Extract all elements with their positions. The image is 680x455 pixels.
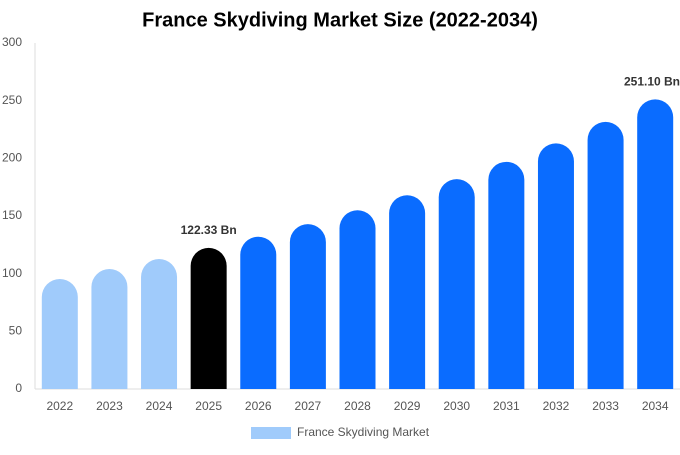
x-tick-label: 2031 xyxy=(493,399,520,413)
x-tick-label: 2033 xyxy=(592,399,619,413)
bar xyxy=(240,236,277,389)
data-label: 122.33 Bn xyxy=(181,223,237,237)
bar xyxy=(190,247,227,389)
legend-swatch xyxy=(251,427,291,439)
x-tick-label: 2030 xyxy=(443,399,470,413)
bar xyxy=(537,143,574,389)
bar xyxy=(41,278,78,389)
x-tick-label: 2028 xyxy=(344,399,371,413)
x-tick-label: 2024 xyxy=(146,399,173,413)
data-label: 251.10 Bn xyxy=(624,75,680,89)
bar xyxy=(141,259,178,389)
bar xyxy=(289,224,326,389)
y-tick-label: 0 xyxy=(15,381,22,395)
x-tick-label: 2022 xyxy=(46,399,73,413)
y-tick-label: 150 xyxy=(2,208,22,222)
x-tick-label: 2026 xyxy=(245,399,272,413)
bar xyxy=(91,269,128,389)
y-tick-label: 300 xyxy=(2,35,22,49)
y-tick-label: 250 xyxy=(2,93,22,107)
bar xyxy=(339,210,376,389)
x-tick-label: 2034 xyxy=(642,399,669,413)
x-tick-label: 2032 xyxy=(543,399,570,413)
bar xyxy=(587,121,624,389)
x-tick-label: 2029 xyxy=(394,399,421,413)
chart-title: France Skydiving Market Size (2022-2034) xyxy=(142,9,538,31)
y-tick-label: 200 xyxy=(2,151,22,165)
y-tick-label: 50 xyxy=(9,324,23,338)
bar xyxy=(488,161,525,389)
bar xyxy=(389,195,426,389)
x-tick-label: 2027 xyxy=(295,399,322,413)
bar xyxy=(637,99,674,389)
bar xyxy=(438,179,475,389)
y-tick-label: 100 xyxy=(2,266,22,280)
x-tick-label: 2023 xyxy=(96,399,123,413)
x-tick-label: 2025 xyxy=(195,399,222,413)
legend-label: France Skydiving Market xyxy=(297,425,430,439)
